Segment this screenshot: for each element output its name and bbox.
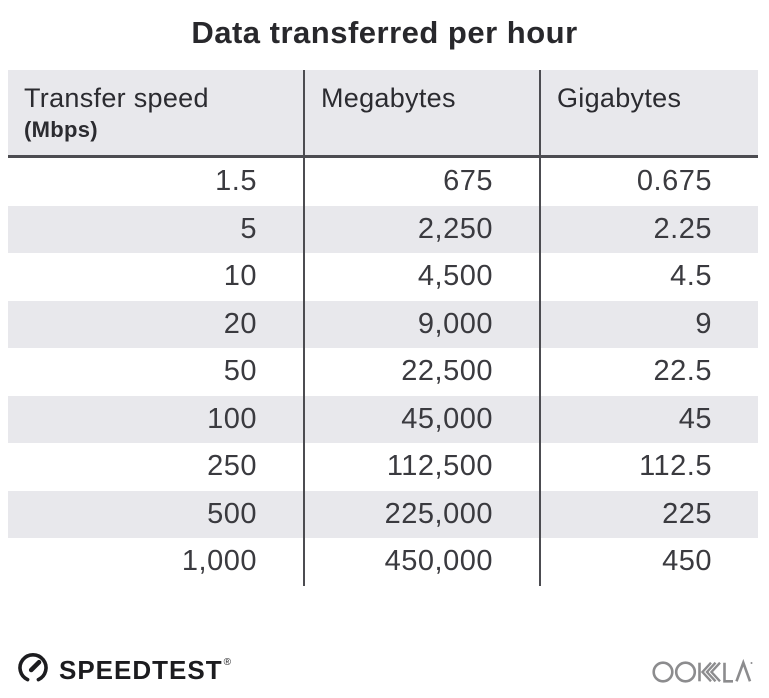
- cell-megabytes: 450,000: [303, 538, 539, 586]
- cell-transfer-speed: 1,000: [181, 545, 257, 578]
- cell-gigabytes: 112.5: [539, 443, 758, 491]
- cell-gigabytes: 450: [539, 538, 758, 586]
- header-transfer-speed: Transfer speed (Mbps): [8, 70, 303, 155]
- ookla-wordmark-icon: [652, 658, 753, 683]
- speedtest-registered-mark: ®: [223, 657, 232, 668]
- cell-transfer-speed: 250: [207, 450, 257, 483]
- table-body: 1.5 675 0.675 5 2,250 2.25 10 4,500 4.5 …: [8, 158, 758, 586]
- header-transfer-speed-unit: (Mbps): [24, 117, 98, 142]
- cell-megabytes: 2,250: [303, 205, 539, 253]
- table-row: 1.5 675 0.675: [8, 158, 758, 206]
- cell-gigabytes: 4.5: [539, 253, 758, 301]
- header-megabytes: Megabytes: [303, 70, 539, 155]
- table-row: 500 225,000 225: [8, 490, 758, 538]
- table-row: 100 45,000 45: [8, 395, 758, 443]
- cell-megabytes: 675: [303, 158, 539, 206]
- speedtest-wordmark: SPEEDTEST®: [59, 655, 232, 685]
- cell-gigabytes: 2.25: [539, 205, 758, 253]
- cell-gigabytes: 0.675: [539, 158, 758, 206]
- cell-megabytes: 112,500: [303, 443, 539, 491]
- table-row: 5 2,250 2.25: [8, 205, 758, 253]
- speedtest-logo: SPEEDTEST®: [16, 651, 232, 690]
- table-row: 50 22,500 22.5: [8, 348, 758, 396]
- table-row: 20 9,000 9: [8, 300, 758, 348]
- cell-transfer-speed: 1.5: [215, 165, 257, 198]
- cell-gigabytes: 45: [539, 395, 758, 443]
- speedtest-gauge-icon: [16, 651, 50, 690]
- cell-megabytes: 9,000: [303, 300, 539, 348]
- cell-transfer-speed: 100: [207, 402, 257, 435]
- cell-megabytes: 4,500: [303, 253, 539, 301]
- table-row: 1,000 450,000 450: [8, 538, 758, 586]
- table-row: 250 112,500 112.5: [8, 443, 758, 491]
- cell-transfer-speed: 50: [223, 355, 257, 388]
- cell-transfer-speed: 5: [240, 212, 257, 245]
- table-row: 10 4,500 4.5: [8, 253, 758, 301]
- cell-gigabytes: 225: [539, 490, 758, 538]
- header-transfer-speed-label: Transfer speed: [24, 83, 209, 113]
- cell-megabytes: 22,500: [303, 348, 539, 396]
- data-table: Transfer speed (Mbps) Megabytes Gigabyte…: [8, 70, 758, 586]
- ookla-logo: [651, 654, 753, 686]
- cell-gigabytes: 22.5: [539, 348, 758, 396]
- footer: SPEEDTEST®: [16, 650, 753, 690]
- page-title: Data transferred per hour: [191, 15, 578, 50]
- cell-megabytes: 225,000: [303, 490, 539, 538]
- cell-transfer-speed: 20: [223, 307, 257, 340]
- cell-gigabytes: 9: [539, 300, 758, 348]
- header-gigabytes: Gigabytes: [539, 70, 758, 155]
- cell-transfer-speed: 10: [223, 260, 257, 293]
- table-header-row: Transfer speed (Mbps) Megabytes Gigabyte…: [8, 70, 758, 158]
- cell-megabytes: 45,000: [303, 395, 539, 443]
- cell-transfer-speed: 500: [207, 497, 257, 530]
